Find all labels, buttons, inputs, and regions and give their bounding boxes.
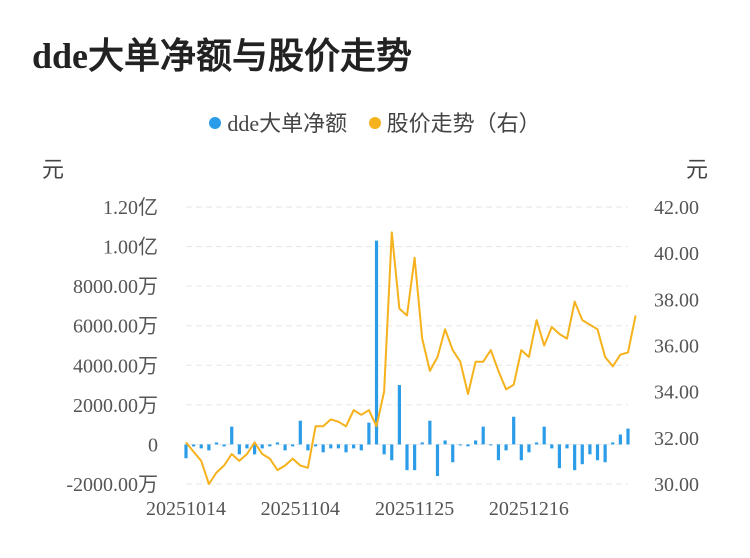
dde-bar[interactable] (603, 444, 607, 463)
left-tick-label: 1.00亿 (103, 236, 158, 259)
dde-bar[interactable] (321, 444, 325, 453)
right-tick-label: 32.00 (654, 428, 699, 450)
right-tick-label: 40.00 (654, 243, 699, 265)
dde-bar[interactable] (298, 420, 302, 445)
dde-bar[interactable] (542, 426, 546, 445)
bars-layer (184, 240, 630, 477)
dde-bar[interactable] (397, 385, 401, 445)
dde-bar[interactable] (611, 442, 615, 445)
dde-bar[interactable] (565, 444, 569, 449)
left-axis-unit: 元 (42, 157, 65, 182)
dde-bar[interactable] (573, 444, 577, 471)
dde-bar[interactable] (344, 444, 348, 453)
dde-bar[interactable] (595, 444, 600, 461)
price-line[interactable] (185, 231, 637, 485)
dde-bar[interactable] (230, 426, 234, 445)
dde-bar[interactable] (245, 444, 249, 449)
dde-bar[interactable] (588, 444, 592, 455)
dde-bar[interactable] (306, 444, 310, 451)
dde-bar[interactable] (374, 240, 379, 445)
legend: dde大单净额 股价走势（右） (0, 108, 750, 140)
right-tick-label: 36.00 (654, 336, 699, 358)
dde-bar[interactable] (466, 444, 470, 447)
dde-bar[interactable] (359, 444, 363, 451)
left-tick-label: 4000.00万 (73, 355, 158, 377)
right-tick-label: 34.00 (654, 382, 699, 404)
dde-bar[interactable] (534, 442, 539, 445)
chart-title: dde大单净额与股价走势 (32, 36, 413, 76)
dde-bar[interactable] (451, 444, 455, 463)
left-tick-label: 6000.00万 (73, 316, 158, 338)
legend-dot-price-icon (368, 117, 381, 129)
dde-bar[interactable] (222, 444, 226, 447)
dde-bar[interactable] (252, 444, 257, 455)
dde-bar[interactable] (496, 444, 501, 461)
grid-layer (186, 206, 628, 485)
dde-bar[interactable] (413, 444, 417, 471)
dde-bar[interactable] (313, 444, 318, 447)
dde-bar[interactable] (390, 444, 394, 461)
dde-bar[interactable] (291, 444, 295, 447)
left-tick-label: -2000.00万 (66, 474, 158, 496)
dde-bar[interactable] (512, 416, 516, 445)
dde-bar[interactable] (260, 444, 264, 449)
dde-bar[interactable] (527, 444, 531, 453)
right-tick-label: 38.00 (654, 289, 699, 311)
dde-bar[interactable] (519, 444, 523, 461)
dde-bar[interactable] (184, 444, 188, 459)
dde-bar[interactable] (557, 444, 562, 469)
dde-bar[interactable] (382, 444, 386, 455)
dde-bar[interactable] (283, 444, 287, 451)
dde-bar[interactable] (504, 444, 508, 451)
dde-bar[interactable] (458, 444, 462, 446)
line-layer (185, 231, 637, 485)
dde-bar[interactable] (352, 444, 356, 449)
dde-bar[interactable] (268, 444, 272, 447)
right-tick-label: 30.00 (654, 474, 699, 496)
dde-bar[interactable] (473, 440, 478, 445)
x-tick-label: 20251125 (375, 498, 454, 520)
dde-bar[interactable] (420, 442, 424, 445)
left-tick-label: 0 (148, 434, 158, 456)
x-tick-label: 20251216 (489, 498, 569, 520)
legend-label-price: 股价走势（右） (386, 111, 541, 136)
dde-bar[interactable] (626, 428, 630, 445)
legend-item-price[interactable]: 股价走势（右） (368, 108, 541, 140)
dde-bar[interactable] (329, 444, 333, 449)
dde-bar[interactable] (550, 444, 554, 449)
dde-bar[interactable] (199, 444, 203, 449)
dde-bar[interactable] (367, 422, 371, 445)
dde-bar[interactable] (207, 444, 211, 451)
left-tick-label: 1.20亿 (103, 196, 158, 219)
x-axis-ticks: 20251014 20251104 20251125 20251216 (146, 498, 569, 520)
left-axis-ticks: -2000.00万 0 2000.00万 4000.00万 6000.00万 8000.0… (66, 196, 158, 496)
legend-item-dde[interactable]: dde大单净额 (209, 108, 347, 140)
dde-bar[interactable] (580, 444, 584, 465)
dde-bar[interactable] (275, 442, 280, 445)
right-axis-unit: 元 (685, 157, 708, 182)
left-tick-label: 8000.00万 (73, 276, 158, 298)
dde-bar[interactable] (481, 426, 485, 445)
x-tick-label: 20251014 (146, 498, 226, 520)
dde-bar[interactable] (192, 444, 196, 447)
dde-bar[interactable] (428, 420, 432, 445)
dde-bar[interactable] (405, 444, 409, 471)
left-tick-label: 2000.00万 (73, 395, 158, 417)
dde-bar[interactable] (618, 434, 622, 445)
dde-bar[interactable] (237, 444, 241, 455)
dde-bar[interactable] (489, 444, 493, 446)
right-tick-label: 42.00 (654, 197, 699, 219)
dde-bar[interactable] (336, 444, 341, 449)
dde-bar[interactable] (435, 444, 440, 477)
legend-label-dde: dde大单净额 (227, 111, 348, 136)
right-axis-ticks: 30.00 32.00 34.00 36.00 38.00 40.00 42.00 (654, 197, 699, 496)
dde-bar[interactable] (443, 440, 447, 445)
x-tick-label: 20251104 (261, 498, 340, 520)
legend-dot-dde-icon (209, 117, 222, 129)
dde-bar[interactable] (214, 442, 219, 445)
